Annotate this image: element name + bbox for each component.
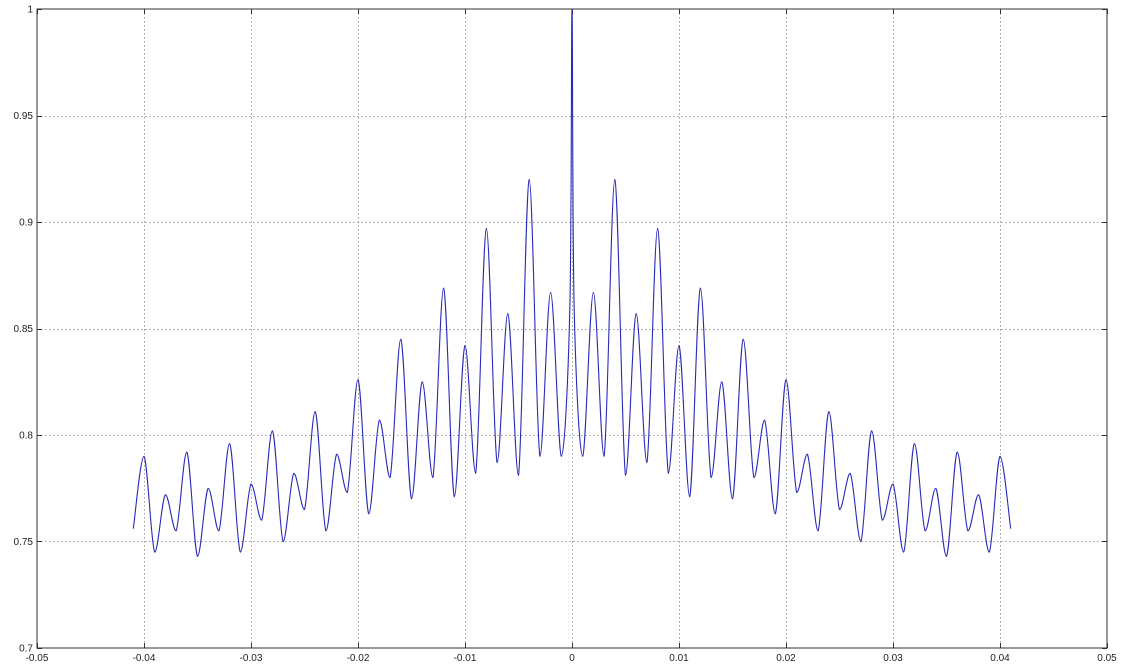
x-tick-label: -0.03 <box>240 653 263 664</box>
x-tick-label: -0.04 <box>133 653 156 664</box>
x-tick-label: -0.05 <box>26 653 49 664</box>
x-tick-label: -0.02 <box>347 653 370 664</box>
y-tick-label: 0.9 <box>19 218 33 229</box>
x-tick-label: 0.05 <box>1097 653 1117 664</box>
x-tick-label: -0.01 <box>454 653 477 664</box>
y-axis-tick-labels: 0.7 0.75 0.8 0.85 0.9 0.95 1 <box>14 5 34 655</box>
x-tick-label: 0.04 <box>990 653 1010 664</box>
x-tick-label: 0.02 <box>776 653 796 664</box>
x-tick-label: 0.01 <box>669 653 689 664</box>
gridlines <box>37 9 1107 648</box>
x-axis-tick-labels: -0.05 -0.04 -0.03 -0.02 -0.01 0 0.01 0.02 0.03 0.… <box>26 653 1118 664</box>
series-group <box>132 8 1012 557</box>
y-tick-label: 0.7 <box>19 644 33 655</box>
x-tick-label: 0.03 <box>883 653 903 664</box>
y-tick-label: 0.75 <box>14 537 34 548</box>
series-line <box>132 8 1012 557</box>
axis-ticks <box>37 9 1108 649</box>
y-tick-label: 0.85 <box>14 324 34 335</box>
y-tick-label: 1 <box>27 5 33 16</box>
y-tick-label: 0.95 <box>14 111 34 122</box>
x-tick-label: 0 <box>569 653 575 664</box>
y-tick-label: 0.8 <box>19 431 33 442</box>
